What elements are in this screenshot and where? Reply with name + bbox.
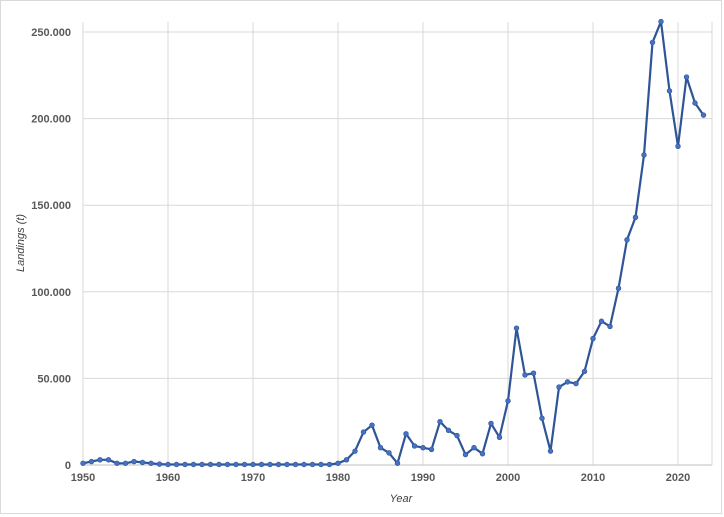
data-point	[675, 143, 681, 150]
data-point	[182, 461, 188, 468]
data-point	[658, 18, 664, 25]
data-point	[505, 398, 511, 404]
data-point	[233, 461, 239, 468]
data-point	[241, 461, 248, 468]
data-point	[309, 461, 316, 468]
data-point	[522, 372, 528, 378]
data-point	[173, 461, 180, 468]
data-point	[369, 422, 375, 428]
data-point	[216, 461, 222, 468]
data-point	[156, 461, 163, 467]
gridlines	[82, 22, 713, 465]
x-tick-label: 1990	[411, 472, 435, 484]
series	[80, 18, 707, 468]
data-point	[377, 444, 384, 451]
data-point	[207, 461, 214, 468]
data-point	[437, 419, 443, 425]
x-tick-label: 1970	[241, 472, 265, 484]
y-tick-label: 50.000	[37, 373, 71, 385]
x-tick-label: 1980	[326, 472, 350, 484]
data-point	[692, 100, 698, 106]
x-tick-label: 2010	[581, 472, 605, 484]
data-point	[488, 420, 494, 427]
data-point	[275, 461, 282, 468]
data-point	[224, 461, 231, 468]
data-point	[632, 214, 639, 221]
data-point	[403, 431, 409, 437]
data-point	[479, 451, 486, 457]
data-point	[581, 368, 588, 375]
x-tick-label: 2000	[496, 472, 520, 484]
data-point	[598, 318, 605, 324]
data-point	[615, 285, 622, 292]
data-point	[641, 152, 647, 158]
data-point	[139, 459, 146, 466]
data-point	[148, 460, 154, 466]
data-point	[530, 370, 537, 376]
data-point	[539, 415, 545, 421]
data-point	[199, 461, 205, 468]
data-point	[105, 457, 112, 463]
y-tick-label: 150.000	[31, 200, 71, 212]
data-point	[624, 237, 630, 243]
data-point	[471, 444, 477, 451]
x-tick-label: 1950	[71, 472, 95, 484]
data-point	[666, 88, 673, 94]
data-point	[326, 461, 333, 468]
data-point	[683, 74, 690, 80]
data-point	[360, 429, 367, 435]
data-point	[649, 39, 656, 46]
data-point	[190, 461, 197, 468]
data-point	[496, 434, 503, 440]
data-point	[88, 458, 95, 465]
data-point	[97, 457, 103, 463]
data-point	[343, 457, 350, 463]
x-axis-title: Year	[390, 493, 414, 505]
data-point	[284, 461, 290, 468]
tick-labels: 1950 1960 1970 1980 1990 2000 2010 2020 0 50.000 1…	[31, 27, 690, 484]
data-point	[513, 325, 520, 331]
x-tick-label: 2020	[666, 472, 690, 484]
data-point	[122, 460, 129, 466]
data-point	[420, 444, 426, 451]
data-point	[411, 443, 418, 449]
data-point	[250, 461, 256, 468]
data-point	[267, 461, 273, 468]
data-point	[547, 448, 554, 454]
data-point	[445, 427, 452, 434]
data-point	[556, 384, 562, 390]
data-point	[80, 460, 86, 466]
data-point	[462, 451, 469, 458]
data-point	[292, 461, 299, 468]
data-point	[590, 335, 596, 342]
data-point	[573, 380, 579, 387]
data-point	[454, 432, 460, 439]
data-point	[318, 461, 324, 468]
data-point	[301, 461, 307, 468]
series-line	[82, 20, 705, 466]
data-point	[258, 461, 265, 468]
data-point	[394, 460, 401, 466]
y-axis-title: Landings (t)	[15, 214, 27, 272]
data-point	[352, 448, 358, 454]
y-tick-label: 200.000	[31, 114, 71, 126]
data-point	[131, 458, 137, 465]
y-tick-label: 0	[65, 460, 71, 472]
data-point	[386, 450, 392, 456]
data-point	[114, 460, 120, 466]
y-tick-label: 250.000	[31, 27, 71, 39]
y-tick-label: 100.000	[31, 287, 71, 299]
x-tick-label: 1960	[156, 472, 180, 484]
data-point	[607, 323, 613, 330]
data-point	[165, 461, 171, 468]
data-point	[700, 112, 707, 118]
data-point	[335, 460, 341, 466]
data-point	[564, 379, 571, 385]
data-point	[428, 446, 435, 453]
